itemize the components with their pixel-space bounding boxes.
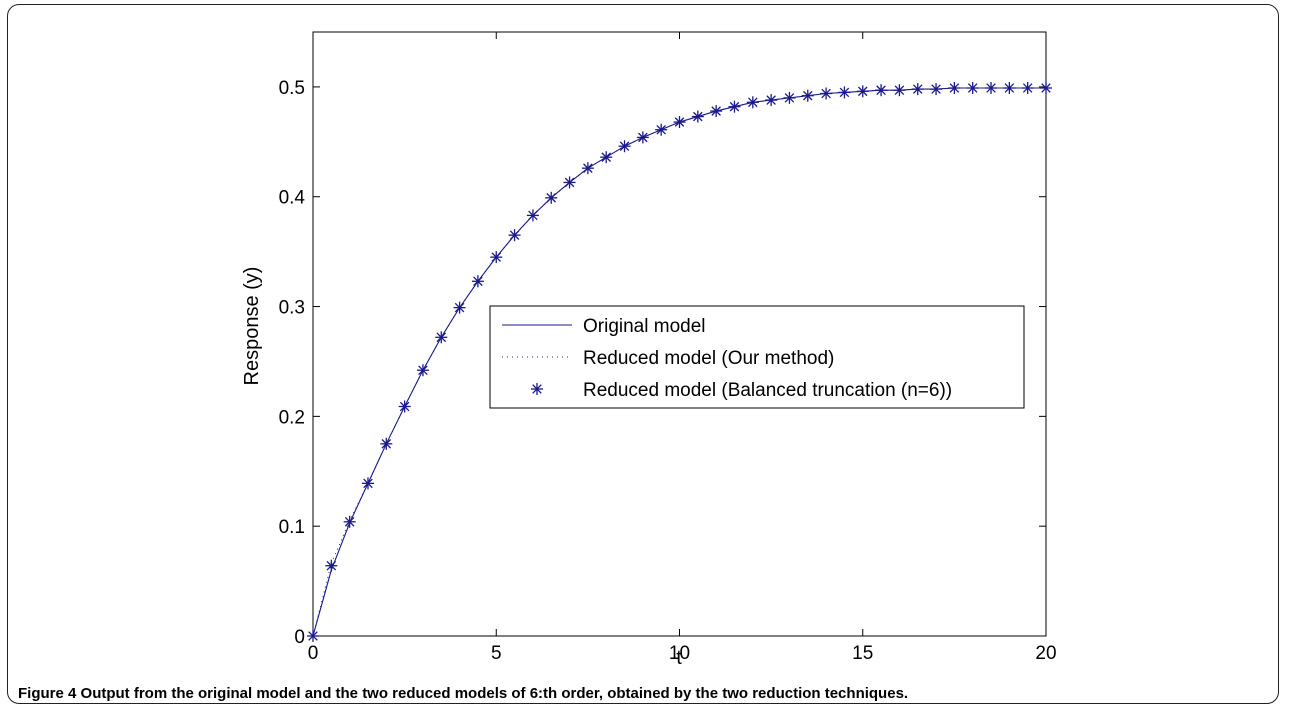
asterisk-marker [545, 191, 558, 204]
series-layer [307, 82, 1052, 642]
response-chart: 0 5 10 15 20 0 0.1 0.2 0.3 0.4 0.5 Original model R… [241, 31, 1057, 669]
asterisk-marker [636, 131, 649, 144]
asterisk-marker [893, 84, 906, 97]
y-tick-label: 0.2 [279, 407, 305, 428]
asterisk-marker [710, 105, 723, 118]
legend-box [489, 305, 1025, 409]
asterisk-marker [526, 209, 539, 222]
caption-label: Figure 4 [18, 685, 77, 702]
x-tick-label: 10 [669, 643, 690, 664]
axis-ticks: 0 5 10 15 20 0 0.1 0.2 0.3 0.4 0.5 [279, 32, 1057, 664]
asterisk-marker [618, 140, 631, 153]
asterisk-marker [948, 82, 961, 95]
asterisk-marker [765, 94, 778, 107]
asterisk-marker [307, 630, 319, 642]
legend-item: Original model [502, 316, 706, 337]
asterisk-marker [398, 400, 411, 413]
asterisk-marker [801, 89, 814, 102]
asterisk-marker [966, 82, 979, 95]
asterisk-marker [985, 82, 998, 95]
asterisk-marker [911, 83, 924, 96]
asterisk-marker [838, 86, 851, 99]
asterisk-marker [380, 437, 393, 450]
y-axis-label: Response (y) [241, 267, 263, 386]
asterisk-marker [531, 383, 543, 395]
legend-item: Reduced model (Balanced truncation (n=6)… [531, 380, 952, 401]
figure-frame [7, 4, 1279, 704]
caption-text: Output from the original model and the t… [80, 685, 909, 702]
legend-item: Reduced model (Our method) [502, 348, 834, 369]
x-tick-label: 15 [852, 643, 873, 664]
legend-label: Reduced model (Our method) [583, 348, 834, 369]
asterisk-marker [490, 251, 503, 264]
y-tick-label: 0.5 [279, 78, 305, 99]
asterisk-marker [783, 91, 796, 104]
asterisk-marker [361, 477, 374, 490]
series-balanced-truncation [307, 82, 1052, 642]
asterisk-marker [471, 275, 484, 288]
asterisk-marker [655, 123, 668, 136]
asterisk-marker [875, 84, 888, 97]
y-tick-label: 0.1 [279, 517, 305, 538]
x-tick-label: 0 [308, 643, 319, 664]
figure-caption: Figure 4 Output from the original model … [18, 685, 1268, 702]
asterisk-marker [600, 151, 613, 164]
asterisk-marker [728, 100, 741, 113]
asterisk-marker [820, 87, 833, 100]
asterisk-marker [1021, 82, 1034, 95]
asterisk-marker [746, 96, 759, 109]
y-tick-label: 0 [294, 627, 305, 648]
asterisk-marker [453, 301, 466, 314]
x-axis-label: t [676, 647, 682, 669]
asterisk-marker [930, 83, 943, 96]
asterisk-marker [1003, 82, 1016, 95]
asterisk-marker [673, 116, 686, 129]
y-tick-label: 0.4 [279, 188, 306, 209]
asterisk-marker [691, 110, 704, 123]
asterisk-marker [435, 331, 448, 344]
asterisk-marker [581, 162, 594, 175]
asterisk-marker [1040, 82, 1052, 95]
asterisk-marker [325, 559, 338, 572]
x-tick-label: 20 [1035, 643, 1056, 664]
asterisk-marker [563, 176, 576, 189]
asterisk-marker [416, 364, 429, 377]
x-tick-label: 5 [491, 643, 502, 664]
asterisk-marker [508, 229, 521, 242]
asterisk-marker [856, 85, 869, 98]
legend-label: Original model [583, 316, 706, 337]
y-tick-label: 0.3 [279, 298, 305, 319]
legend-label: Reduced model (Balanced truncation (n=6)… [583, 380, 952, 401]
asterisk-marker [343, 515, 356, 528]
legend: Original model Reduced model (Our method)… [489, 305, 1025, 409]
